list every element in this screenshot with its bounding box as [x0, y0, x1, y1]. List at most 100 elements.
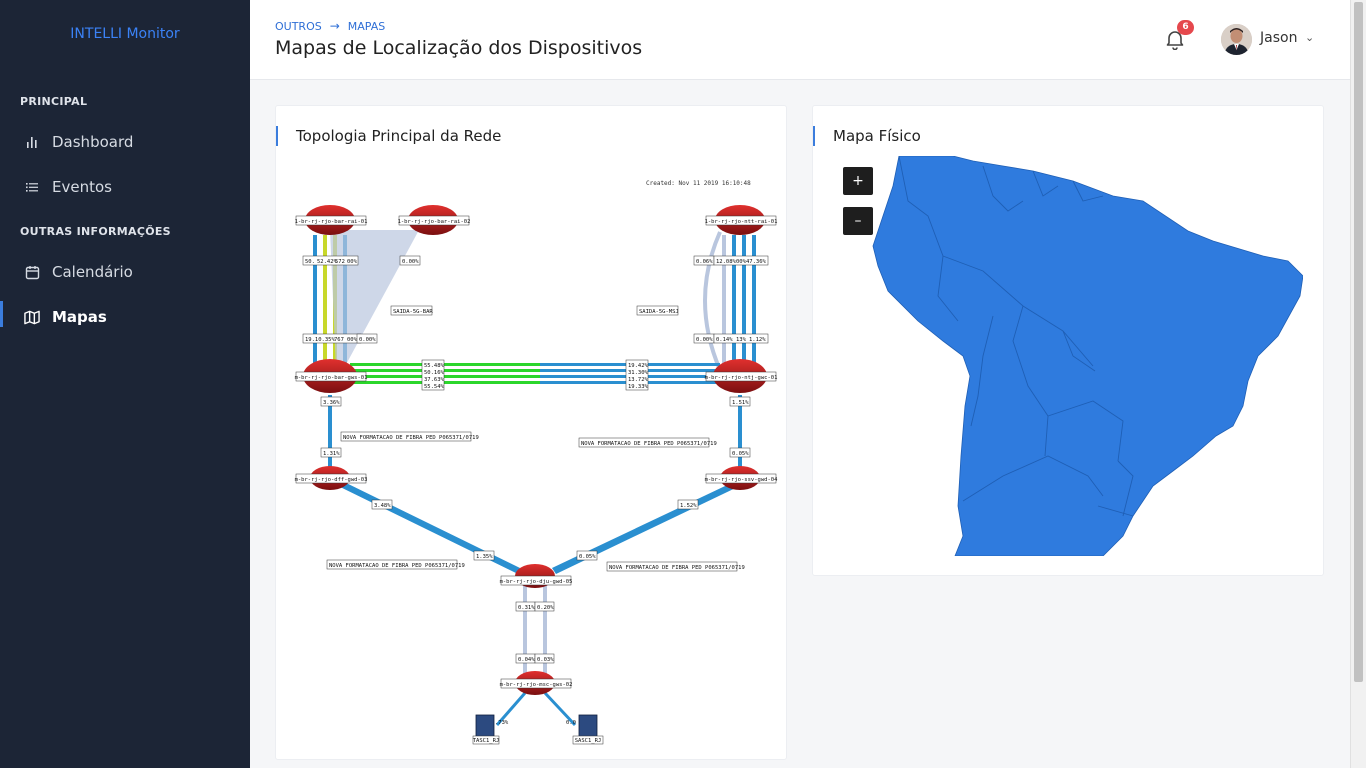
annotation-text: SAIDA-5G-MSJ: [639, 309, 679, 315]
link-label: 0.14%: [716, 337, 733, 343]
page-title: Mapas de Localização dos Dispositivos: [275, 37, 643, 59]
link-label: 19.33%: [628, 384, 649, 390]
link-label: 50.16%: [424, 370, 445, 376]
link-label: 00%: [347, 259, 358, 265]
router-node[interactable]: 1-br-rj-rjo-bar-rai-02: [398, 205, 471, 235]
link-label: 55.54%: [424, 384, 445, 390]
annotation-text: NOVA FORMATACAO DE FIBRA PED P065371/071…: [343, 435, 479, 441]
svg-text:SASC1_RJ: SASC1_RJ: [575, 738, 602, 744]
card-title: Mapa Físico: [813, 126, 921, 146]
bell-icon[interactable]: [1164, 28, 1186, 51]
link-label: 0.00%: [359, 337, 376, 343]
breadcrumb-item-mapas[interactable]: MAPAS: [347, 19, 386, 33]
link-label: 1.12%: [749, 337, 766, 343]
list-icon: [24, 179, 40, 195]
link-bundle: [703, 231, 756, 375]
router-node[interactable]: m-br-rj-rjo-msc-gws-02: [500, 671, 573, 695]
link-label: 0.00%: [696, 337, 713, 343]
link-label: 1.35%: [476, 554, 493, 560]
link-label: 1.51%: [732, 400, 749, 406]
section-title-principal: PRINCIPAL: [20, 95, 88, 108]
chevron-down-icon[interactable]: ⌄: [1305, 31, 1315, 44]
annotations: SAIDA-5G-BAR SAIDA-5G-MSJ NOVA FORMATACA…: [326, 305, 745, 572]
svg-text:m-br-rj-rjo-bar-gws-01: m-br-rj-rjo-bar-gws-01: [295, 375, 368, 381]
section-title-outras: OUTRAS INFORMAÇÕES: [20, 225, 171, 238]
scrollbar-thumb[interactable]: [1354, 2, 1363, 682]
link-label: 47.36%: [746, 259, 767, 265]
zoom-in-button[interactable]: +: [843, 167, 873, 195]
svg-text:m-br-rj-rjo-dju-gwd-05: m-br-rj-rjo-dju-gwd-05: [500, 579, 573, 585]
link-labels: 50. 52.42% 572 00% 0.00% 0.06% 12.08% 00…: [302, 255, 769, 726]
map-icon: [24, 309, 40, 325]
physical-map[interactable]: + –: [833, 156, 1303, 556]
router-node[interactable]: m-br-rj-rjo-ssv-gwd-04: [705, 466, 779, 490]
link-label: 19.42%: [628, 363, 649, 369]
user-name[interactable]: Jason: [1260, 30, 1298, 46]
svg-text:m-br-rj-rjo-ntj-gwc-01: m-br-rj-rjo-ntj-gwc-01: [705, 375, 778, 381]
link-label: 0.06%: [696, 259, 713, 265]
breadcrumb-item-outros[interactable]: OUTROS: [275, 19, 322, 33]
router-node[interactable]: 1-br-rj-rjo-bar-rai-01: [295, 205, 368, 235]
zoom-out-button[interactable]: –: [843, 207, 873, 235]
sidebar-item-calendario[interactable]: Calendário: [0, 254, 250, 290]
network-topology-diagram[interactable]: Created: Nov 11 2019 16:10:48: [290, 160, 780, 755]
link-label: 767: [334, 337, 344, 343]
svg-text:m-br-rj-rjo-ssv-gwd-04: m-br-rj-rjo-ssv-gwd-04: [705, 477, 779, 483]
link-label: 0.04%: [518, 657, 535, 663]
link-label: 31.30%: [628, 370, 649, 376]
annotation-text: NOVA FORMATACAO DE FIBRA PED P065371/071…: [581, 441, 717, 447]
link-label: 00%: [347, 337, 358, 343]
link-label: 0.31%: [518, 605, 535, 611]
south-america-map[interactable]: [833, 156, 1303, 556]
router-node[interactable]: m-br-rj-rjo-bar-gws-01: [295, 359, 368, 393]
link-bundle: [313, 230, 419, 375]
annotation-text: NOVA FORMATACAO DE FIBRA PED P065371/071…: [329, 563, 465, 569]
created-timestamp: Created: Nov 11 2019 16:10:48: [646, 180, 751, 187]
link-label: 3.48%: [374, 503, 391, 509]
sidebar-item-label: Mapas: [52, 308, 107, 326]
router-node[interactable]: m-br-rj-rjo-dff-gwd-03: [295, 466, 368, 490]
svg-text:m-br-rj-rjo-msc-gws-02: m-br-rj-rjo-msc-gws-02: [500, 682, 573, 688]
link-label: 12.08%: [716, 259, 737, 265]
brand-logo[interactable]: INTELLI Monitor: [70, 26, 180, 42]
router-node[interactable]: 1-br-rj-rjo-ntt-rai-01: [705, 205, 778, 235]
svg-text:1-br-rj-rjo-ntt-rai-01: 1-br-rj-rjo-ntt-rai-01: [705, 219, 778, 225]
server-node[interactable]: TASC1_RJ: [472, 714, 500, 745]
sidebar-item-label: Calendário: [52, 263, 133, 281]
avatar[interactable]: [1221, 24, 1252, 55]
link-label: 37.63%: [424, 377, 445, 383]
sidebar-item-label: Dashboard: [52, 133, 134, 151]
annotation-text: NOVA FORMATACAO DE FIBRA PED P065371/071…: [609, 565, 745, 571]
sidebar: INTELLI Monitor PRINCIPAL Dashboard Even…: [0, 0, 250, 768]
link-label: 55.48%: [424, 363, 445, 369]
router-node[interactable]: m-br-rj-rjo-ntj-gwc-01: [705, 359, 778, 393]
link-label: 0.00%: [402, 259, 419, 265]
sidebar-item-dashboard[interactable]: Dashboard: [0, 124, 250, 160]
link-label: 19.10.35%: [305, 337, 335, 343]
link-label: 0.0: [566, 720, 576, 726]
sidebar-item-mapas[interactable]: Mapas: [0, 299, 250, 335]
annotation-text: SAIDA-5G-BAR: [393, 309, 433, 315]
svg-text:TASC1_RJ: TASC1_RJ: [473, 738, 500, 744]
bar-chart-icon: [24, 134, 40, 150]
calendar-icon: [24, 264, 40, 280]
svg-text:1-br-rj-rjo-bar-rai-02: 1-br-rj-rjo-bar-rai-02: [398, 219, 471, 225]
link-bundle: [350, 363, 720, 384]
link-label: 0.05%: [732, 451, 749, 457]
link-label: 1.31%: [323, 451, 340, 457]
link-label: 50.: [305, 259, 315, 265]
page-scrollbar[interactable]: [1350, 0, 1366, 768]
link-label: 0.03%: [537, 657, 554, 663]
link-label: 13%: [736, 337, 747, 343]
server-node[interactable]: SASC1_RJ: [572, 714, 604, 745]
breadcrumb: OUTROS → MAPAS: [275, 19, 385, 33]
svg-text:m-br-rj-rjo-dff-gwd-03: m-br-rj-rjo-dff-gwd-03: [295, 477, 368, 483]
link-label: 52.42%: [317, 259, 338, 265]
sidebar-item-label: Eventos: [52, 178, 112, 196]
link-label: 13.72%: [628, 377, 649, 383]
link-label: 572: [335, 259, 345, 265]
link-label: 0.20%: [537, 605, 554, 611]
svg-text:1-br-rj-rjo-bar-rai-01: 1-br-rj-rjo-bar-rai-01: [295, 219, 368, 225]
sidebar-item-eventos[interactable]: Eventos: [0, 169, 250, 205]
router-node[interactable]: m-br-rj-rjo-dju-gwd-05: [500, 564, 573, 588]
